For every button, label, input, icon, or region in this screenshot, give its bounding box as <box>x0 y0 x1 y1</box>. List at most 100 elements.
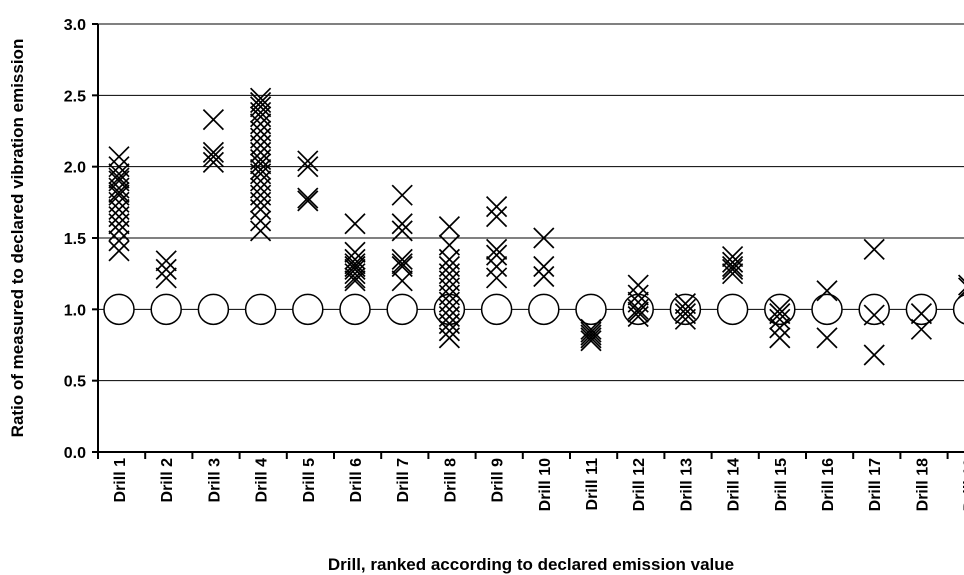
y-tick-label: 0.0 <box>64 445 86 462</box>
y-tick-label: 1.5 <box>64 231 86 248</box>
measured-marker <box>627 301 649 323</box>
y-tick-label: 2.5 <box>64 88 86 105</box>
declared-marker <box>858 293 890 326</box>
x-tick-label: Drill 8 <box>442 458 459 503</box>
declared-marker <box>480 293 513 326</box>
measured-marker <box>533 265 555 288</box>
x-tick-label: Drill 16 <box>820 458 837 511</box>
measured-marker <box>627 298 649 320</box>
measured-marker <box>580 324 602 346</box>
y-tick-label: 2.0 <box>64 160 86 177</box>
measured-marker <box>202 108 225 131</box>
measured-marker <box>721 258 744 280</box>
measured-marker <box>580 321 602 343</box>
measured-marker <box>249 96 272 118</box>
measured-marker <box>249 101 272 124</box>
measured-marker <box>391 220 413 242</box>
declared-marker <box>575 293 607 326</box>
measured-marker <box>391 270 413 292</box>
x-tick-label: Drill 2 <box>159 458 176 503</box>
measured-marker <box>155 267 177 289</box>
measured-marker <box>910 318 933 340</box>
measured-marker <box>438 215 461 238</box>
x-axis-ticks: Drill 1 Drill 2 Drill 3 Drill 4 Drill 5 Drill… <box>97 452 964 511</box>
measured-marker <box>769 317 791 339</box>
measured-marker <box>391 213 413 235</box>
y-axis-title: Ratio of measured to declared vibration … <box>8 39 27 438</box>
declared-marker <box>528 293 560 326</box>
measured-marker <box>249 198 272 221</box>
x-tick-label: Drill 10 <box>537 458 554 511</box>
measured-marker <box>485 267 508 289</box>
declared-marker <box>197 293 230 326</box>
measured-marker <box>674 308 697 330</box>
x-tick-label: Drill 6 <box>348 458 365 503</box>
measured-marker <box>438 327 461 349</box>
measured-marker <box>108 230 130 252</box>
x-tick-label: Drill 7 <box>395 458 412 503</box>
measured-marker <box>674 303 697 325</box>
measured-marker <box>344 270 366 292</box>
measured-marker <box>674 298 697 320</box>
measured-marker <box>769 308 791 330</box>
x-tick-label: Drill 12 <box>631 458 648 511</box>
measured-marker <box>863 344 885 366</box>
measured-marker <box>533 255 555 278</box>
declared-marker <box>339 293 371 326</box>
x-tick-label: Drill 9 <box>490 458 507 503</box>
x-tick-label: Drill 1 <box>112 458 129 503</box>
x-tick-label: Drill 19 <box>962 458 964 511</box>
measured-marker <box>344 263 366 285</box>
measured-marker <box>485 238 508 261</box>
measured-marker <box>249 210 272 232</box>
measured-marker <box>721 263 744 285</box>
measured-marker <box>533 227 555 249</box>
measured-marker <box>957 274 964 296</box>
measured-marker <box>769 298 791 320</box>
declared-marker <box>386 293 418 326</box>
declared-marker <box>150 293 182 326</box>
x-tick-label: Drill 3 <box>206 458 223 503</box>
measured-marker <box>249 141 272 164</box>
measured-marker <box>249 158 272 181</box>
measured-marker <box>816 280 838 302</box>
y-tick-label: 1.0 <box>64 302 86 319</box>
measured-marker <box>249 191 272 213</box>
measured-marker <box>391 248 413 271</box>
measured-marker <box>485 255 508 278</box>
x-tick-label: Drill 18 <box>914 458 931 511</box>
y-tick-label: 0.5 <box>64 374 86 391</box>
measured-marker <box>344 213 366 235</box>
declared-marker <box>811 293 843 326</box>
y-axis-ticks: 0.0 0.5 1.0 1.5 2.0 2.5 3.0 <box>64 17 98 462</box>
measured-marker <box>155 250 177 272</box>
x-tick-label: Drill 13 <box>678 458 695 511</box>
gridlines <box>98 23 964 382</box>
measured-marker <box>721 255 744 278</box>
measured-marker <box>249 220 272 242</box>
measured-marker <box>910 303 933 325</box>
measured-marker <box>108 240 130 262</box>
measured-marker <box>391 184 413 206</box>
measured-marker <box>297 156 319 178</box>
measured-marker <box>108 181 130 203</box>
x-tick-label: Drill 14 <box>726 458 743 511</box>
measured-marker <box>344 267 366 289</box>
measured-marker <box>816 327 838 349</box>
declared-marker <box>952 294 964 325</box>
measured-marker <box>485 244 508 266</box>
measured-marker <box>249 153 272 175</box>
measured-marker <box>485 205 508 228</box>
measured-marker <box>863 238 885 261</box>
measured-marker <box>863 304 885 326</box>
measured-marker <box>391 253 413 275</box>
measured-marker <box>627 305 649 328</box>
measured-value-markers <box>108 87 964 366</box>
measured-marker <box>297 187 319 209</box>
measured-marker <box>580 318 602 340</box>
measured-marker <box>108 146 130 168</box>
measured-marker <box>627 274 649 296</box>
measured-marker <box>297 190 319 212</box>
x-tick-label: Drill 11 <box>584 458 601 511</box>
measured-marker <box>957 277 964 299</box>
